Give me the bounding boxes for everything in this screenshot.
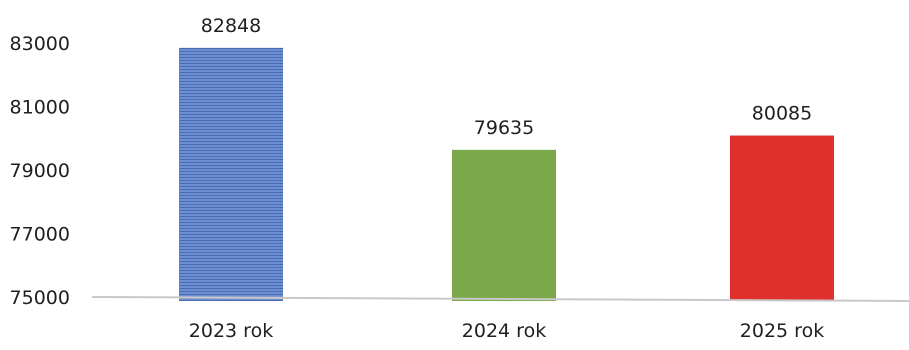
x-axis-ticks: 2023 rok 2024 rok 2025 rok [189, 320, 824, 342]
x-tick-label: 2024 rok [462, 320, 546, 342]
x-axis-line [91, 296, 909, 302]
data-label: 79635 [474, 117, 534, 139]
bar-1 [179, 47, 283, 301]
y-tick-label: 83000 [10, 33, 70, 55]
x-tick-label: 2025 rok [740, 320, 824, 342]
y-axis-ticks: 75000 77000 79000 81000 83000 [10, 33, 70, 309]
bar-3 [730, 135, 834, 301]
y-tick-label: 81000 [10, 97, 70, 119]
data-label: 80085 [752, 103, 812, 125]
data-label: 82848 [201, 15, 261, 37]
y-tick-label: 75000 [10, 287, 70, 309]
bar-2 [452, 149, 556, 301]
x-tick-label: 2023 rok [189, 320, 273, 342]
y-tick-label: 79000 [10, 160, 70, 182]
data-labels: 82848 79635 80085 [201, 15, 812, 139]
bars [179, 47, 834, 301]
y-tick-label: 77000 [10, 224, 70, 246]
